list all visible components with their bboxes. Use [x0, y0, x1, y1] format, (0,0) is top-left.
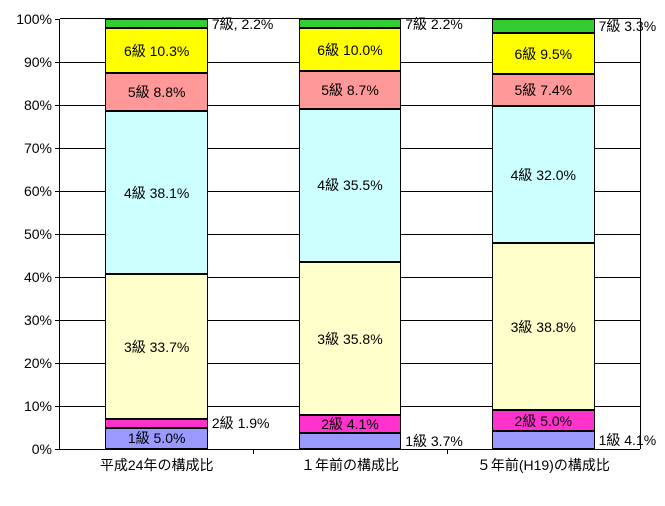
segment-label: 2級 4.1%	[321, 417, 379, 431]
x-axis-tick-label: １年前の構成比	[301, 449, 399, 475]
segment-label: 3級 33.7%	[124, 340, 189, 354]
x-axis-tick-mark	[447, 449, 448, 454]
segment-label: 7級, 2.2%	[212, 17, 273, 31]
segment-label: 7級 3.3%	[599, 19, 657, 33]
y-axis-tick-label: 100%	[16, 11, 60, 27]
bar-segment	[105, 419, 207, 427]
stacked-bar-chart: 0%10%20%30%40%50%60%70%80%90%100%平成24年の構…	[0, 0, 665, 506]
segment-label: 3級 38.8%	[511, 320, 576, 334]
segment-label: 5級 8.8%	[128, 85, 186, 99]
segment-label: 1級 4.1%	[599, 433, 657, 447]
bar-segment	[299, 433, 401, 449]
segment-label: 7級 2.2%	[405, 17, 463, 31]
segment-label: 5級 8.7%	[321, 83, 379, 97]
segment-label: 6級 9.5%	[515, 47, 573, 61]
segment-label: 4級 32.0%	[511, 168, 576, 182]
segment-label: 2級 5.0%	[515, 414, 573, 428]
bar-segment	[299, 19, 401, 28]
segment-label: 4級 38.1%	[124, 186, 189, 200]
bar-segment	[492, 431, 594, 449]
x-axis-tick-label: 平成24年の構成比	[100, 449, 214, 475]
bar-segment	[105, 19, 207, 28]
segment-label: 6級 10.0%	[317, 43, 382, 57]
x-axis-tick-label: ５年前(H19)の構成比	[477, 449, 610, 475]
segment-label: 4級 35.5%	[317, 178, 382, 192]
segment-label: 1級 5.0%	[128, 431, 186, 445]
x-axis-tick-mark	[253, 449, 254, 454]
bar: 2級 4.1% 3級 35.8% 4級 35.5% 5級 8.7% 6級 10.0%	[299, 19, 401, 449]
segment-label: 2級 1.9%	[212, 416, 270, 430]
plot-area: 0%10%20%30%40%50%60%70%80%90%100%平成24年の構…	[60, 18, 641, 449]
bar-segment	[492, 19, 594, 33]
bar: 1級 5.0% 3級 33.7% 4級 38.1% 5級 8.8% 6級 10.3%	[105, 19, 207, 449]
y-axis-line	[59, 19, 60, 450]
segment-label: 6級 10.3%	[124, 44, 189, 58]
segment-label: 5級 7.4%	[515, 83, 573, 97]
bar: 2級 5.0% 3級 38.8% 4級 32.0% 5級 7.4% 6級 9.5%	[492, 19, 594, 449]
segment-label: 1級 3.7%	[405, 434, 463, 448]
segment-label: 3級 35.8%	[317, 332, 382, 346]
